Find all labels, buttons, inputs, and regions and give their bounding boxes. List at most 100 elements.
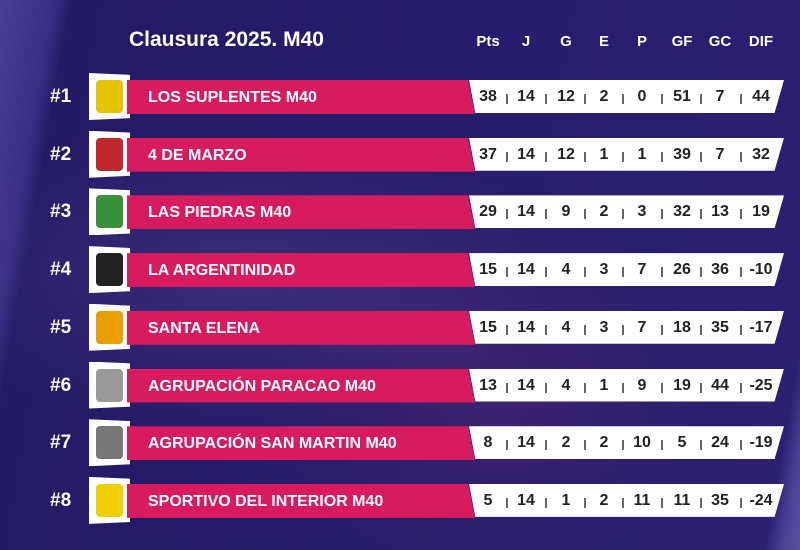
stat-e: 2 bbox=[599, 491, 609, 509]
stats-box: 15 14 4 3 7 26 36 -10 bbox=[469, 253, 784, 287]
stat-g: 9 bbox=[561, 203, 571, 221]
stats-box: 13 14 4 1 9 19 44 -25 bbox=[469, 368, 784, 402]
stat-gc: 44 bbox=[711, 376, 729, 394]
stat-p: 3 bbox=[637, 203, 647, 221]
separator bbox=[700, 382, 702, 393]
stats-box: 15 14 4 3 7 18 35 -17 bbox=[469, 310, 784, 344]
stats-box: 38 14 12 2 0 51 7 44 bbox=[469, 80, 784, 113]
separator bbox=[700, 209, 702, 220]
separator bbox=[661, 267, 663, 278]
team-name: LOS SUPLENTES M40 bbox=[148, 89, 317, 106]
stat-g: 1 bbox=[561, 491, 571, 509]
separator bbox=[506, 497, 508, 508]
standings-row: #3 LAS PIEDRAS M40 29 14 9 2 3 32 13 19 bbox=[0, 188, 800, 236]
team-name: AGRUPACIÓN SAN MARTIN M40 bbox=[148, 435, 397, 453]
separator bbox=[622, 209, 624, 220]
rank: #8 bbox=[50, 489, 72, 511]
stat-p: 11 bbox=[633, 491, 651, 509]
stat-gf: 39 bbox=[673, 145, 691, 163]
team-name: AGRUPACIÓN PARACAO M40 bbox=[148, 377, 376, 395]
team-logo bbox=[89, 130, 130, 178]
stat-gc: 35 bbox=[711, 318, 729, 336]
stats-box: 37 14 12 1 1 39 7 32 bbox=[469, 137, 784, 171]
stat-gf: 5 bbox=[677, 434, 687, 452]
stat-e: 1 bbox=[599, 145, 609, 163]
stat-gc: 13 bbox=[711, 203, 729, 221]
separator bbox=[739, 209, 742, 220]
separator bbox=[584, 440, 586, 451]
crest-icon bbox=[96, 253, 123, 287]
crest-icon bbox=[96, 195, 123, 229]
stat-dif: -19 bbox=[749, 434, 773, 452]
stat-p: 0 bbox=[637, 88, 647, 105]
team-logo bbox=[89, 246, 130, 294]
stat-pts: 37 bbox=[479, 145, 497, 163]
stat-g: 12 bbox=[557, 88, 575, 105]
crest-icon bbox=[96, 80, 123, 113]
rank: #3 bbox=[50, 201, 72, 223]
team-name: 4 DE MARZO bbox=[148, 146, 247, 164]
crest-icon bbox=[96, 368, 123, 402]
page-title: Clausura 2025. M40 bbox=[129, 28, 324, 51]
separator bbox=[506, 382, 508, 393]
stat-j: 14 bbox=[517, 145, 535, 163]
separator bbox=[545, 382, 547, 393]
team-logo bbox=[89, 188, 130, 236]
separator bbox=[622, 267, 624, 278]
separator bbox=[545, 151, 547, 162]
separator bbox=[739, 267, 742, 278]
separator bbox=[739, 94, 742, 104]
team-bar: LA ARGENTINIDAD bbox=[127, 253, 475, 288]
separator bbox=[739, 151, 742, 162]
crest-icon bbox=[96, 483, 123, 517]
separator bbox=[700, 267, 702, 278]
column-header: Pts bbox=[476, 33, 500, 50]
stat-gf: 32 bbox=[673, 203, 691, 221]
team-bar: LAS PIEDRAS M40 bbox=[127, 195, 475, 230]
stat-p: 10 bbox=[633, 434, 651, 452]
stat-g: 4 bbox=[561, 318, 571, 336]
separator bbox=[700, 94, 702, 104]
stat-gc: 36 bbox=[711, 261, 729, 279]
separator bbox=[506, 267, 508, 278]
team-bar: AGRUPACIÓN SAN MARTIN M40 bbox=[127, 426, 475, 461]
stat-p: 9 bbox=[637, 376, 647, 394]
rank: #5 bbox=[50, 316, 72, 338]
separator bbox=[622, 440, 624, 451]
separator bbox=[506, 94, 508, 104]
team-name: LAS PIEDRAS M40 bbox=[148, 204, 292, 222]
stat-gf: 18 bbox=[673, 318, 691, 336]
column-header: G bbox=[560, 33, 572, 50]
separator bbox=[545, 324, 547, 335]
stat-gc: 7 bbox=[715, 88, 725, 105]
stat-gf: 26 bbox=[673, 261, 691, 279]
stat-dif: -17 bbox=[749, 318, 773, 336]
team-bar: LOS SUPLENTES M40 bbox=[127, 80, 475, 114]
separator bbox=[661, 497, 663, 508]
stat-dif: -25 bbox=[749, 376, 773, 394]
separator bbox=[661, 151, 663, 162]
stat-g: 12 bbox=[557, 145, 575, 163]
separator bbox=[545, 267, 547, 278]
standings-row: #2 4 DE MARZO 37 14 12 1 1 39 7 32 bbox=[0, 130, 800, 179]
separator bbox=[506, 324, 508, 335]
stat-g: 4 bbox=[561, 376, 571, 394]
stat-j: 14 bbox=[517, 203, 535, 221]
stat-gf: 19 bbox=[673, 376, 691, 394]
separator bbox=[506, 440, 508, 451]
stat-j: 14 bbox=[517, 88, 535, 105]
crest-icon bbox=[96, 137, 123, 171]
stat-gc: 7 bbox=[715, 145, 725, 163]
team-logo bbox=[89, 303, 130, 351]
rank: #4 bbox=[50, 259, 72, 281]
stat-dif: 19 bbox=[752, 203, 770, 221]
separator bbox=[700, 151, 702, 162]
stat-j: 14 bbox=[517, 261, 535, 279]
stat-pts: 5 bbox=[483, 491, 493, 509]
stat-pts: 15 bbox=[479, 318, 497, 336]
standings-row: #6 AGRUPACIÓN PARACAO M40 13 14 4 1 9 19 44 -25 bbox=[0, 361, 800, 410]
standings-row: #4 LA ARGENTINIDAD 15 14 4 3 7 26 36 -10 bbox=[0, 246, 800, 294]
crest-icon bbox=[96, 426, 123, 460]
stat-e: 3 bbox=[599, 318, 609, 336]
team-bar: SPORTIVO DEL INTERIOR M40 bbox=[127, 483, 475, 518]
